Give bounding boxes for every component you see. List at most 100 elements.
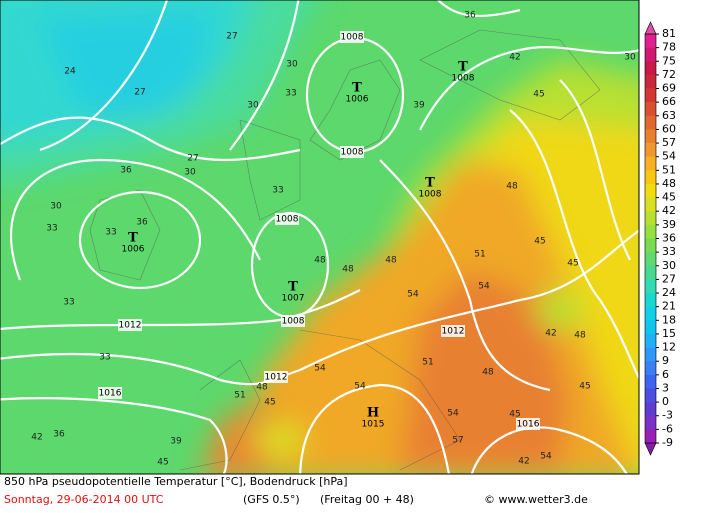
colorbar-band bbox=[645, 429, 656, 444]
colorbar-bottom-arrow bbox=[644, 442, 657, 456]
colorbar-tick-label: 63 bbox=[662, 109, 676, 122]
isotherm-label: 27 bbox=[187, 154, 198, 164]
pressure-center-symbol: T bbox=[128, 231, 138, 246]
isotherm-label: 48 bbox=[574, 331, 586, 341]
isotherm-label: 48 bbox=[342, 265, 354, 275]
isotherm-label: 45 bbox=[533, 90, 544, 100]
isotherm-label: 36 bbox=[136, 218, 148, 228]
map: T1006T1008T1008T1006T1007H10151008100810… bbox=[0, 0, 639, 474]
isobar-label: 1008 bbox=[276, 215, 299, 225]
isotherm-label: 45 bbox=[157, 458, 168, 468]
colorbar-band bbox=[645, 265, 656, 280]
colorbar-tick-label: 75 bbox=[662, 54, 676, 67]
isobar-label-bg bbox=[281, 315, 305, 327]
footer-date: Sonntag, 29-06-2014 00 UTC bbox=[4, 493, 164, 506]
colorbar-band bbox=[645, 183, 656, 198]
colorbar-tick-label: 60 bbox=[662, 122, 676, 135]
isobar-label: 1012 bbox=[442, 327, 465, 337]
isotherm-label: 54 bbox=[354, 382, 366, 392]
isotherm-label: 57 bbox=[452, 436, 463, 446]
colorbar-tick-label: 21 bbox=[662, 300, 676, 313]
isotherm-label: 39 bbox=[413, 101, 425, 111]
colorbar-band bbox=[645, 34, 656, 48]
colorbar-tick-label: 36 bbox=[662, 232, 676, 245]
isotherm-label: 48 bbox=[385, 256, 397, 266]
pressure-center-value: 1008 bbox=[452, 74, 475, 84]
isobar-label: 1008 bbox=[341, 33, 364, 43]
isotherm-label: 42 bbox=[545, 329, 556, 339]
isotherm-label: 24 bbox=[64, 67, 76, 77]
pressure-center-value: 1006 bbox=[122, 245, 145, 255]
isotherm-label: 36 bbox=[53, 430, 65, 440]
isobar-label: 1008 bbox=[341, 148, 364, 158]
isotherm-label: 27 bbox=[134, 88, 145, 98]
footer-model: (GFS 0.5°) bbox=[243, 493, 300, 506]
isotherm-label: 33 bbox=[46, 224, 57, 234]
colorbar-band bbox=[645, 88, 656, 103]
colorbar-tick-label: -3 bbox=[662, 409, 673, 422]
colorbar-band bbox=[645, 74, 656, 89]
isotherm-label: 30 bbox=[247, 101, 259, 111]
isotherm-label: 51 bbox=[474, 250, 485, 260]
isotherm-label: 33 bbox=[285, 89, 296, 99]
colorbar-tick-label: 81 bbox=[662, 27, 676, 40]
colorbar-band bbox=[645, 293, 656, 307]
colorbar-band bbox=[645, 388, 656, 403]
isotherm-label: 45 bbox=[509, 410, 520, 420]
isotherm-label: 54 bbox=[447, 409, 459, 419]
isobars bbox=[0, 0, 639, 474]
isotherm-label: 33 bbox=[63, 298, 74, 308]
isotherm-label: 42 bbox=[31, 433, 42, 443]
isobar-label-bg bbox=[340, 146, 364, 158]
colorbar-tick-label: 57 bbox=[662, 136, 676, 149]
isotherm-label: 33 bbox=[99, 353, 110, 363]
colorbar-tick-label: 3 bbox=[662, 381, 669, 394]
colorbar-band bbox=[645, 374, 656, 389]
isotherm-label: 42 bbox=[509, 53, 520, 63]
colorbar-tick-label: 66 bbox=[662, 95, 676, 108]
colorbar-band bbox=[645, 347, 656, 362]
colorbar-tick-label: 33 bbox=[662, 245, 676, 258]
colorbar-band bbox=[645, 415, 656, 430]
isobar-label-bg bbox=[98, 387, 122, 399]
colorbar-band bbox=[645, 279, 656, 294]
isotherm-label: 45 bbox=[579, 382, 590, 392]
footer-title: 850 hPa pseudopotentielle Temperatur [°C… bbox=[4, 475, 348, 488]
isotherm-label: 51 bbox=[422, 358, 433, 368]
pressure-center-value: 1006 bbox=[346, 95, 369, 105]
isobar-label: 1016 bbox=[99, 389, 122, 399]
colorbar-tick-label: 27 bbox=[662, 272, 676, 285]
colorbar-band bbox=[645, 252, 656, 267]
isotherm-label: 30 bbox=[286, 60, 298, 70]
colorbar-band bbox=[645, 361, 656, 376]
isotherm-label: 48 bbox=[314, 256, 326, 266]
pressure-center-symbol: T bbox=[458, 60, 468, 75]
isotherm-label: 42 bbox=[518, 457, 529, 467]
isotherm-label: 48 bbox=[256, 383, 268, 393]
isotherm-label: 30 bbox=[50, 202, 62, 212]
isobar-label-bg bbox=[516, 418, 540, 430]
colorbar-band bbox=[645, 320, 656, 335]
colorbar-tick-label: 42 bbox=[662, 204, 676, 217]
colorbar-band bbox=[645, 129, 656, 144]
isobar-label-bg bbox=[441, 325, 465, 337]
isotherm-label: 36 bbox=[120, 166, 132, 176]
colorbar: 8178757269666360575451484542393633302724… bbox=[644, 21, 676, 456]
isotherm-label: 30 bbox=[184, 168, 196, 178]
isobar-label: 1008 bbox=[282, 317, 305, 327]
colorbar-tick-label: 15 bbox=[662, 327, 676, 340]
isotherm-label: 33 bbox=[272, 186, 283, 196]
map-labels: T1006T1008T1008T1006T1007H10151008100810… bbox=[31, 11, 636, 468]
pressure-center-value: 1008 bbox=[419, 190, 442, 200]
footer-forecast: (Freitag 00 + 48) bbox=[320, 493, 414, 506]
colorbar-tick-label: 69 bbox=[662, 82, 676, 95]
colorbar-band bbox=[645, 143, 656, 157]
isobar-label: 1016 bbox=[517, 420, 540, 430]
colorbar-band bbox=[645, 402, 656, 417]
colorbar-band bbox=[645, 115, 656, 130]
colorbar-tick-label: 24 bbox=[662, 286, 676, 299]
colorbar-tick-label: 30 bbox=[662, 259, 676, 272]
isobar-label: 1012 bbox=[119, 321, 142, 331]
colorbar-band bbox=[645, 156, 656, 171]
